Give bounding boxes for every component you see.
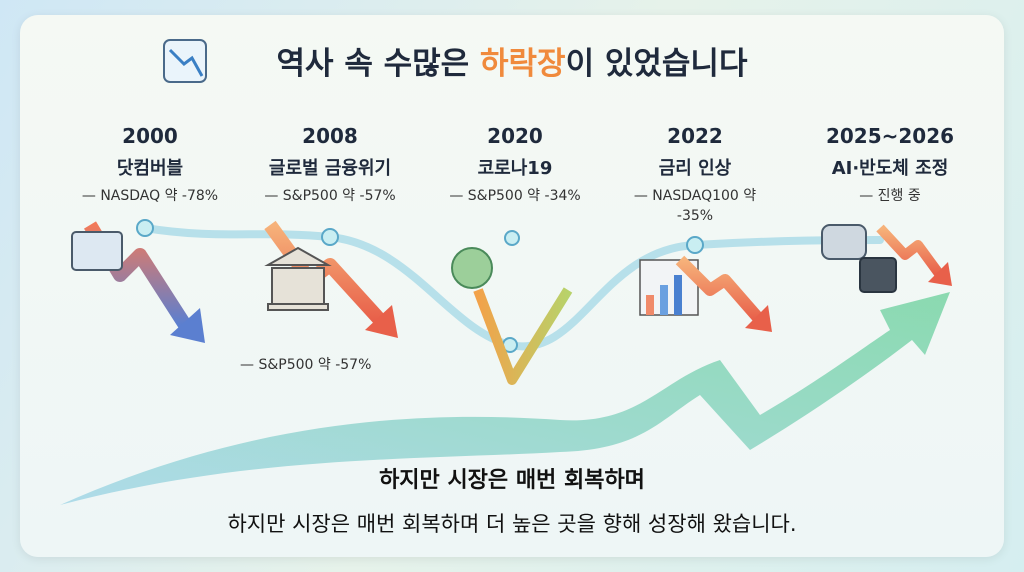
fall-arrow: [876, 224, 945, 278]
event: 2025~2026 AI·반도체 조정 — 진행 중: [800, 124, 980, 206]
chart-bars: [646, 275, 682, 315]
fall-arrowhead: [745, 305, 772, 332]
event: 2008 글로벌 금융위기 — S&P500 약 -57%: [240, 124, 420, 206]
event: 2022 금리 인상 — NASDAQ100 약 -35%: [605, 124, 785, 226]
event-name: 코로나19: [477, 158, 553, 179]
bank-icon: [264, 246, 332, 311]
title-icon: [163, 39, 207, 83]
robot-icon: [821, 224, 867, 260]
event-year: 2025~2026: [825, 124, 955, 148]
fall-arrowhead: [365, 305, 398, 338]
headline: 하지만 시장은 매번 회복하며: [379, 468, 645, 493]
event-year: 2022: [667, 124, 723, 148]
event-name: 금리 인상: [658, 158, 732, 179]
event-year: 2008: [302, 124, 358, 148]
computer-icon: [71, 231, 123, 271]
title-part: 역사 속 수많은: [276, 46, 480, 82]
event-note: — 진행 중: [859, 188, 921, 204]
event-name: AI·반도체 조정: [831, 158, 949, 179]
fall-arrowhead: [928, 262, 952, 286]
event-note: — S&P500 약 -34%: [449, 188, 581, 204]
chip-icon: [859, 257, 897, 293]
subline: 하지만 시장은 매번 회복하며 더 높은 곳을 향해 성장해 왔습니다.: [227, 512, 797, 536]
v-recovery: [473, 287, 573, 385]
title: 역사 속 수많은 하락장이 있었습니다: [0, 38, 1024, 83]
event-name: 닷컴버블: [116, 158, 184, 179]
event-year: 2020: [487, 124, 543, 148]
title-icon-line: [168, 48, 204, 77]
curve-points: [136, 219, 704, 353]
virus-icon: [451, 247, 493, 289]
event: 2000 닷컴버블 — NASDAQ 약 -78%: [60, 124, 240, 206]
title-highlight: 하락장: [480, 46, 566, 82]
growth-arrow: [60, 292, 950, 505]
fall-arrow: [675, 255, 765, 324]
event-name: 글로벌 금융위기: [268, 158, 392, 179]
fall-arrowhead: [170, 308, 205, 343]
event-note: — S&P500 약 -57%: [264, 188, 396, 204]
event-note: — NASDAQ100 약 -35%: [633, 188, 757, 224]
event-note: — NASDAQ 약 -78%: [81, 188, 219, 204]
event: 2020 코로나19 — S&P500 약 -34%: [425, 124, 605, 206]
event-year: 2000: [122, 124, 178, 148]
title-part: 이 있었습니다: [565, 46, 748, 82]
extra-label: — S&P500 약 -57%: [240, 357, 372, 373]
